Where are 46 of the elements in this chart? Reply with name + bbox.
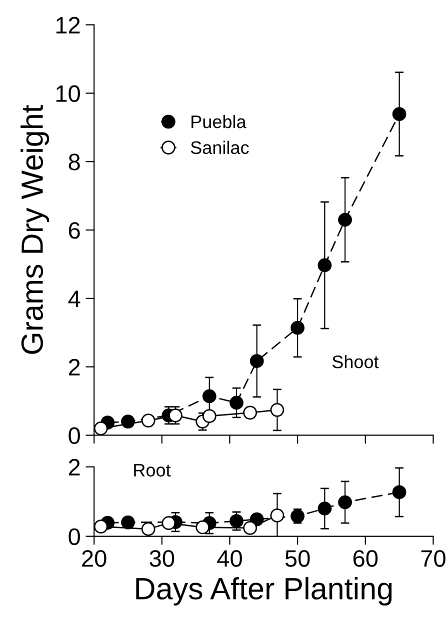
point [290, 320, 305, 335]
y-tick-label: 8 [68, 154, 80, 170]
point [196, 520, 210, 534]
point [392, 485, 406, 500]
y-tick-label: 12 [56, 16, 80, 34]
point [94, 520, 108, 534]
y-tick-label: 6 [68, 222, 80, 239]
point [94, 421, 108, 436]
y-tick-label: 0 [68, 427, 80, 444]
point [141, 414, 156, 428]
point [243, 406, 258, 420]
y-tick-label: 2 [68, 358, 80, 376]
y-axis-title: Grams Dry Weight [20, 104, 50, 354]
legend-label: Sanilac [190, 140, 249, 154]
annotation: Shoot [332, 354, 379, 368]
point [230, 396, 244, 410]
point [338, 212, 352, 227]
point [250, 354, 264, 368]
point [290, 509, 305, 524]
x-tick-label: 30 [150, 550, 174, 567]
point [270, 402, 284, 417]
y-tick-label: 4 [68, 290, 80, 307]
point [162, 516, 176, 530]
x-tick-label: 60 [353, 550, 378, 567]
annotation: Root [134, 464, 171, 477]
point [243, 521, 258, 535]
x-tick-label: 40 [217, 550, 242, 567]
point [270, 508, 284, 522]
point [392, 107, 406, 122]
point [338, 495, 352, 510]
y-tick-label: 10 [56, 85, 80, 102]
point [168, 408, 182, 422]
point [318, 502, 332, 516]
x-tick-label: 50 [285, 550, 310, 567]
legend-label: Puebla [192, 114, 246, 128]
point [121, 515, 135, 530]
point [318, 258, 332, 272]
point [141, 522, 156, 536]
x-tick-label: 70 [421, 550, 446, 567]
x-axis-title: Days After Planting [136, 577, 392, 606]
point [202, 389, 216, 404]
point [230, 514, 244, 528]
point [202, 409, 216, 424]
y-tick-label: 0 [68, 528, 80, 546]
x-tick-label: 20 [82, 550, 106, 567]
y-tick-label: 2 [68, 458, 80, 476]
